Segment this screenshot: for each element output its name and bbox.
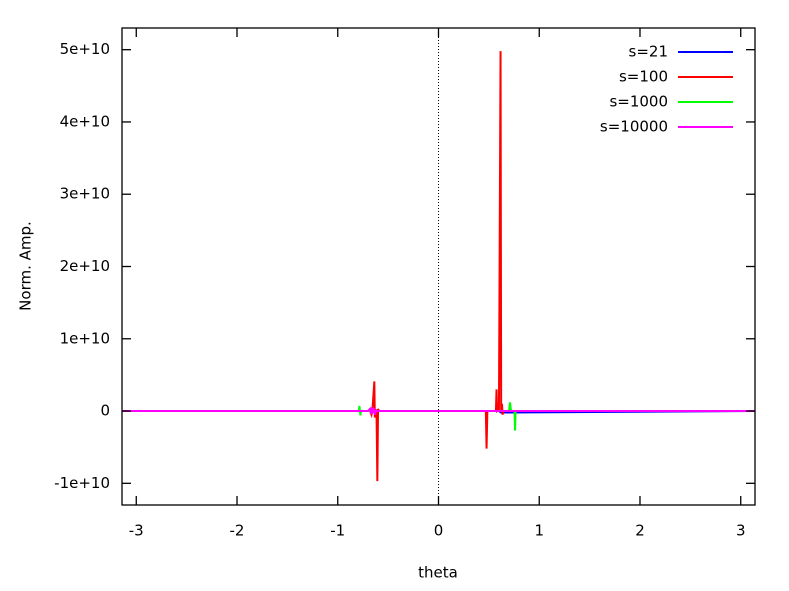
legend-label: s=100	[619, 68, 668, 86]
legend-label: s=1000	[609, 93, 668, 111]
x-tick-label: -1	[330, 522, 345, 540]
data-line	[122, 406, 755, 415]
y-tick-label: 5e+10	[60, 40, 110, 58]
y-tick-label: -1e+10	[54, 474, 110, 492]
data-line	[122, 402, 755, 431]
plot-area	[122, 51, 755, 482]
y-axis-label: Norm. Amp.	[17, 221, 35, 311]
y-tick-label: 0	[100, 402, 110, 420]
y-tick-label: 2e+10	[60, 257, 110, 275]
x-tick-label: 1	[534, 522, 544, 540]
y-tick-label: 3e+10	[60, 185, 110, 203]
legend-label: s=10000	[600, 118, 668, 136]
y-tick-label: 4e+10	[60, 112, 110, 130]
legend-label: s=21	[629, 43, 668, 61]
y-tick-label: 1e+10	[60, 329, 110, 347]
x-axis-label: theta	[418, 564, 458, 582]
data-line	[122, 51, 755, 482]
x-tick-label: -2	[230, 522, 245, 540]
x-tick-label: 3	[736, 522, 746, 540]
x-tick-label: -3	[129, 522, 144, 540]
x-tick-label: 2	[635, 522, 645, 540]
x-tick-label: 0	[434, 522, 444, 540]
